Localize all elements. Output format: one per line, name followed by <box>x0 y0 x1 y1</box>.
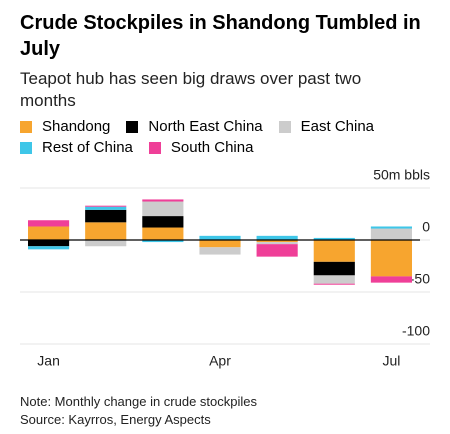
bar-segment <box>256 240 298 243</box>
legend-item: North East China <box>126 118 263 135</box>
legend-swatch <box>20 141 32 154</box>
bar-segment <box>199 240 241 248</box>
chart-subtitle: Teapot hub has seen big draws over past … <box>20 69 362 110</box>
y-tick-label: 0 <box>422 219 430 235</box>
y-tick-label: 50m bbls <box>373 167 430 183</box>
bar-segment <box>85 205 127 207</box>
chart-title: Crude Stockpiles in Shandong Tumbled in … <box>20 12 421 60</box>
bar-segment <box>85 206 127 210</box>
legend-label: South China <box>170 139 254 156</box>
bar-segment <box>28 220 70 227</box>
bar-segment <box>256 235 298 240</box>
bar-segment <box>370 276 412 283</box>
legend-item: Rest of China <box>20 139 133 156</box>
legend-swatch <box>148 141 161 154</box>
bar-segment <box>28 226 70 240</box>
bar-segment <box>313 237 355 240</box>
x-tick-label: Jan <box>37 353 60 369</box>
legend-item: East China <box>278 118 375 135</box>
source: Source: Kayrros, Energy Aspects <box>20 412 211 427</box>
bar-segment <box>142 216 184 228</box>
bar-segment <box>370 226 412 229</box>
bar-segment <box>256 244 298 257</box>
bar-segment <box>142 199 184 202</box>
bar-segment <box>313 283 355 285</box>
bar-segment <box>199 235 241 240</box>
bar-segment <box>256 242 298 245</box>
bar-segment <box>28 240 70 247</box>
footnote: Note: Monthly change in crude stockpiles… <box>20 393 257 429</box>
bar-segment <box>85 240 127 247</box>
bar-segment <box>85 209 127 223</box>
legend-swatch <box>278 120 291 133</box>
x-tick-label: Jul <box>382 353 400 369</box>
bar-segment <box>142 201 184 217</box>
legend-item: Shandong <box>20 118 110 135</box>
legend-label: East China <box>300 118 375 135</box>
bar-segment <box>313 240 355 262</box>
y-tick-label: -100 <box>402 323 430 339</box>
legend-swatch <box>126 120 139 133</box>
bar-segment <box>142 240 184 243</box>
x-tick-label: Apr <box>209 353 231 369</box>
bar-segment <box>142 227 184 240</box>
bar-segment <box>28 246 70 250</box>
legend-swatch <box>20 120 32 133</box>
legend-label: Rest of China <box>42 139 133 156</box>
bar-segment <box>199 247 241 255</box>
legend-item: South China <box>148 139 254 156</box>
legend-label: Shandong <box>42 118 111 135</box>
legend-label: North East China <box>148 118 263 135</box>
y-tick-label: -50 <box>410 271 430 287</box>
bar-segment <box>370 240 412 277</box>
bar-segment <box>370 228 412 240</box>
note: Note: Monthly change in crude stockpiles <box>20 394 258 409</box>
bar-segment <box>313 275 355 284</box>
bar-segment <box>85 222 127 240</box>
legend: Shandong North East China East China Rest o… <box>20 118 440 160</box>
bar-segment <box>313 261 355 276</box>
